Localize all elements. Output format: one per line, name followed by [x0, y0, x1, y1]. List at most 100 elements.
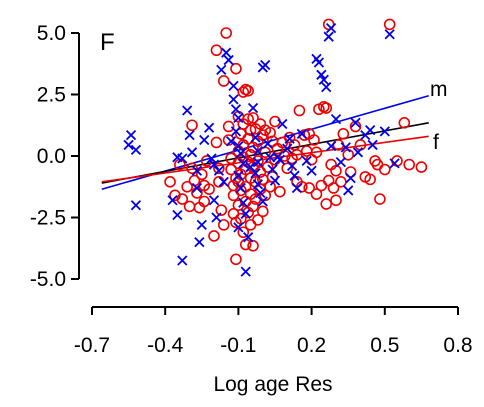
data-point-m — [218, 176, 229, 187]
x-axis-title: Log age Res — [213, 373, 332, 396]
data-point-m — [243, 232, 254, 243]
data-point-f — [244, 148, 257, 161]
data-point-f — [320, 102, 333, 114]
data-point-m — [296, 128, 307, 139]
data-point-f — [164, 176, 176, 188]
data-point-m — [233, 141, 244, 152]
data-point-f — [186, 162, 198, 175]
data-point-f — [261, 161, 274, 173]
y-tick-label: 5.0 — [37, 22, 66, 45]
data-point-f — [176, 193, 189, 205]
data-point-f — [269, 115, 281, 128]
data-point-m — [235, 182, 246, 194]
data-point-m — [238, 197, 249, 208]
data-point-f — [196, 168, 208, 181]
data-point-f — [281, 162, 294, 175]
data-point-f — [217, 219, 230, 231]
data-point-f — [259, 189, 272, 202]
x-tick-label: -0.4 — [147, 334, 184, 357]
data-point-f — [415, 161, 428, 173]
data-point-m — [213, 165, 225, 176]
data-point-m — [286, 160, 298, 171]
data-point-m — [191, 165, 203, 176]
data-point-f — [252, 214, 264, 226]
data-point-m — [177, 153, 188, 164]
data-point-f — [403, 158, 416, 171]
data-point-f — [398, 116, 411, 129]
data-point-m — [184, 129, 195, 141]
data-point-m — [123, 139, 134, 151]
data-point-m — [318, 74, 329, 85]
y-tick-label: -5.0 — [30, 268, 66, 291]
data-point-f — [310, 146, 323, 159]
data-point-f — [222, 120, 235, 133]
data-point-m — [345, 173, 356, 184]
data-point-f — [200, 155, 213, 167]
data-point-f — [308, 134, 320, 146]
data-point-f — [327, 182, 340, 194]
data-point-m — [306, 165, 317, 176]
data-point-f — [383, 18, 396, 31]
data-point-m — [352, 147, 364, 158]
x-tick-label: -0.7 — [74, 334, 110, 357]
data-point-m — [247, 102, 259, 114]
data-point-m — [199, 134, 210, 146]
data-point-f — [210, 44, 223, 57]
data-point-m — [167, 195, 178, 206]
data-point-m — [316, 69, 327, 80]
data-point-f — [335, 176, 347, 188]
data-point-m — [233, 222, 244, 233]
data-point-f — [222, 134, 235, 146]
points-m — [123, 22, 400, 277]
x-axis: -0.7 -0.4 -0.1 0.2 0.5 0.8 — [74, 306, 473, 357]
data-point-f — [247, 239, 259, 252]
data-point-m — [130, 144, 142, 155]
data-point-m — [250, 132, 261, 143]
data-point-f — [293, 104, 306, 117]
data-point-m — [269, 175, 281, 186]
data-point-m — [277, 118, 288, 130]
data-point-m — [274, 154, 286, 165]
data-point-m — [228, 80, 239, 92]
data-point-m — [313, 57, 325, 68]
series-label-m: m — [430, 78, 448, 101]
data-point-f — [230, 62, 242, 75]
data-point-m — [206, 153, 217, 164]
data-point-f — [217, 75, 230, 87]
x-tick-label: -0.1 — [220, 334, 256, 357]
data-point-f — [242, 85, 254, 97]
data-point-f — [242, 113, 254, 125]
data-point-f — [322, 174, 335, 187]
data-point-f — [237, 226, 250, 239]
data-point-m — [379, 126, 390, 137]
x-tick-label: 0.2 — [297, 334, 326, 357]
data-point-f — [244, 124, 257, 136]
data-point-f — [215, 204, 228, 216]
data-point-m — [267, 164, 278, 175]
data-point-m — [196, 219, 207, 231]
data-point-f — [225, 163, 237, 176]
data-point-f — [210, 136, 223, 149]
data-point-f — [230, 253, 242, 266]
data-point-f — [247, 112, 259, 124]
data-point-f — [364, 173, 376, 186]
data-point-m — [194, 236, 205, 248]
data-point-m — [172, 209, 183, 221]
data-point-m — [177, 255, 188, 266]
data-point-m — [211, 212, 222, 223]
y-tick-label: 0.0 — [37, 145, 66, 168]
data-point-f — [337, 128, 350, 140]
data-point-m — [233, 112, 244, 124]
data-point-m — [260, 59, 271, 71]
data-point-f — [378, 163, 391, 176]
data-point-f — [274, 185, 286, 198]
data-point-m — [235, 148, 246, 159]
data-point-m — [182, 105, 193, 116]
data-point-m — [186, 147, 198, 158]
data-point-m — [389, 158, 400, 169]
data-point-m — [340, 142, 351, 153]
data-point-m — [284, 133, 295, 144]
data-point-m — [252, 179, 264, 190]
panel-label: F — [100, 29, 115, 56]
